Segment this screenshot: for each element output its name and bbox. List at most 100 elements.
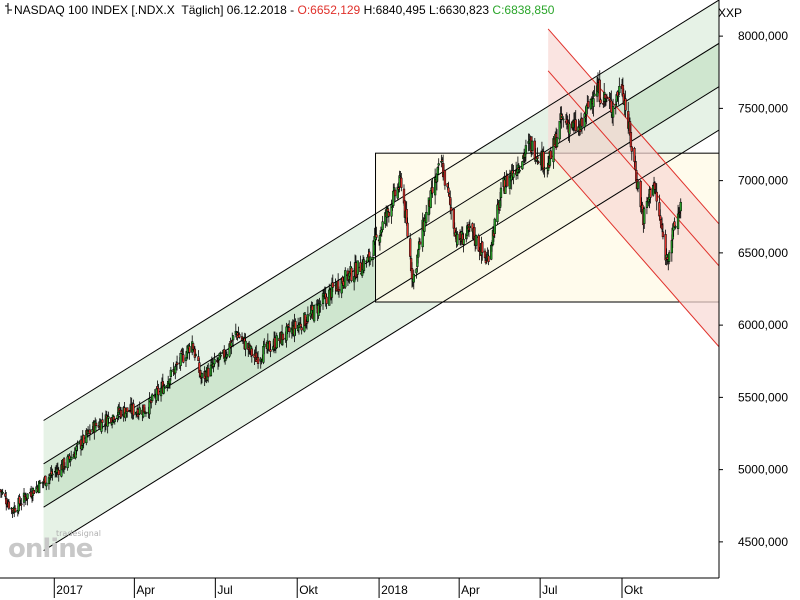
candle-body [592, 98, 595, 107]
candle-body [417, 241, 421, 250]
candle-body [281, 333, 285, 341]
y-tick-label: 5500,000 [738, 390, 788, 404]
candle-body [679, 201, 682, 212]
candle-body [493, 218, 496, 234]
candle-body [400, 177, 403, 188]
candle-body [119, 409, 123, 418]
candle-body [13, 507, 17, 513]
high-label: H: [363, 3, 376, 17]
candle-body [70, 456, 73, 460]
candle-body [244, 340, 247, 350]
candle-body [537, 161, 540, 163]
channel-fills [43, 0, 719, 551]
candle-body [230, 342, 233, 347]
candle-body [599, 99, 602, 104]
candle-body [614, 104, 617, 107]
candle-body [82, 435, 85, 444]
candle-body [506, 175, 509, 187]
candle-body [319, 304, 322, 307]
symbol-name: NASDAQ 100 INDEX [.NDX.X [14, 3, 175, 17]
candle-body [76, 442, 79, 445]
candle-body [182, 354, 185, 363]
candle-body [555, 137, 559, 147]
candle-body [504, 186, 507, 194]
candle-body [603, 94, 607, 99]
candle-body [179, 352, 182, 366]
candle-body [468, 225, 471, 229]
candle-body [593, 93, 596, 97]
candle-body [536, 156, 539, 159]
candle-body [524, 145, 528, 155]
candle-body [381, 221, 384, 230]
candle-body [163, 385, 166, 388]
candle-body [200, 373, 204, 378]
candle-body [664, 234, 667, 261]
y-tick-label: 4500,000 [738, 535, 788, 549]
candle-body [474, 235, 478, 246]
candle-body [433, 177, 437, 196]
up-channel-line-4 [43, 129, 719, 551]
candle-body [169, 369, 173, 377]
candle-body [148, 398, 151, 415]
candle-body [450, 207, 453, 212]
candle-body [431, 187, 434, 194]
candle-body [294, 321, 297, 329]
channel-lines [43, 0, 719, 551]
interval-label: Täglich] [181, 3, 224, 17]
candle-body [406, 222, 409, 237]
candle-body [344, 270, 347, 288]
candle-body [636, 181, 640, 189]
candle-body [275, 335, 278, 349]
candle-body [542, 151, 545, 171]
candle-body [63, 466, 67, 468]
candle-body [138, 407, 141, 415]
candle-body [574, 119, 577, 131]
y-tick-label: 6000,000 [738, 318, 788, 332]
y-tick-label: 5000,000 [738, 463, 788, 477]
candle-body [162, 385, 165, 394]
candle-body [110, 421, 114, 425]
candle-body [375, 234, 378, 238]
candle-body [462, 238, 465, 245]
candle-body [629, 132, 633, 148]
down-channel-line-1 [547, 28, 719, 225]
candle-body [499, 187, 503, 198]
candle-body [269, 349, 272, 352]
candle-body [580, 118, 584, 127]
up-channel-line-1 [43, 0, 719, 421]
close-value: 6838,850 [504, 3, 555, 17]
close-label: C: [492, 3, 505, 17]
open-label: O: [297, 3, 311, 17]
candle-body [645, 201, 649, 209]
candle-body [437, 163, 440, 166]
candle-body [496, 204, 499, 222]
candle-body [250, 348, 253, 356]
chart-header: NASDAQ 100 INDEX [.NDX.X Täglich] 06.12.… [4, 3, 554, 17]
candle-body [508, 175, 512, 189]
candle-body [387, 212, 391, 217]
candle-body [1, 491, 4, 494]
symbol-bar-icon [4, 3, 14, 17]
candle-body [643, 208, 646, 224]
candle-body [518, 169, 521, 172]
candle-body [543, 167, 546, 170]
candle-body [126, 407, 129, 413]
candle-body [568, 123, 571, 135]
candle-body [436, 167, 439, 175]
candle-body [101, 419, 104, 423]
y-tick-label: 8000,000 [738, 29, 788, 43]
y-tick-label: 6500,000 [738, 246, 788, 260]
candle-body [94, 422, 98, 427]
candle-body [655, 191, 658, 202]
candle-body [369, 256, 372, 262]
candle-body [213, 359, 216, 365]
candle-body [299, 323, 302, 328]
x-tick-label: Apr [461, 583, 480, 597]
candle-body [219, 354, 222, 357]
candle-body [530, 140, 534, 151]
candle-body [175, 362, 179, 365]
candle-body [356, 260, 359, 275]
candle-body [552, 138, 555, 163]
candle-body [20, 503, 23, 506]
